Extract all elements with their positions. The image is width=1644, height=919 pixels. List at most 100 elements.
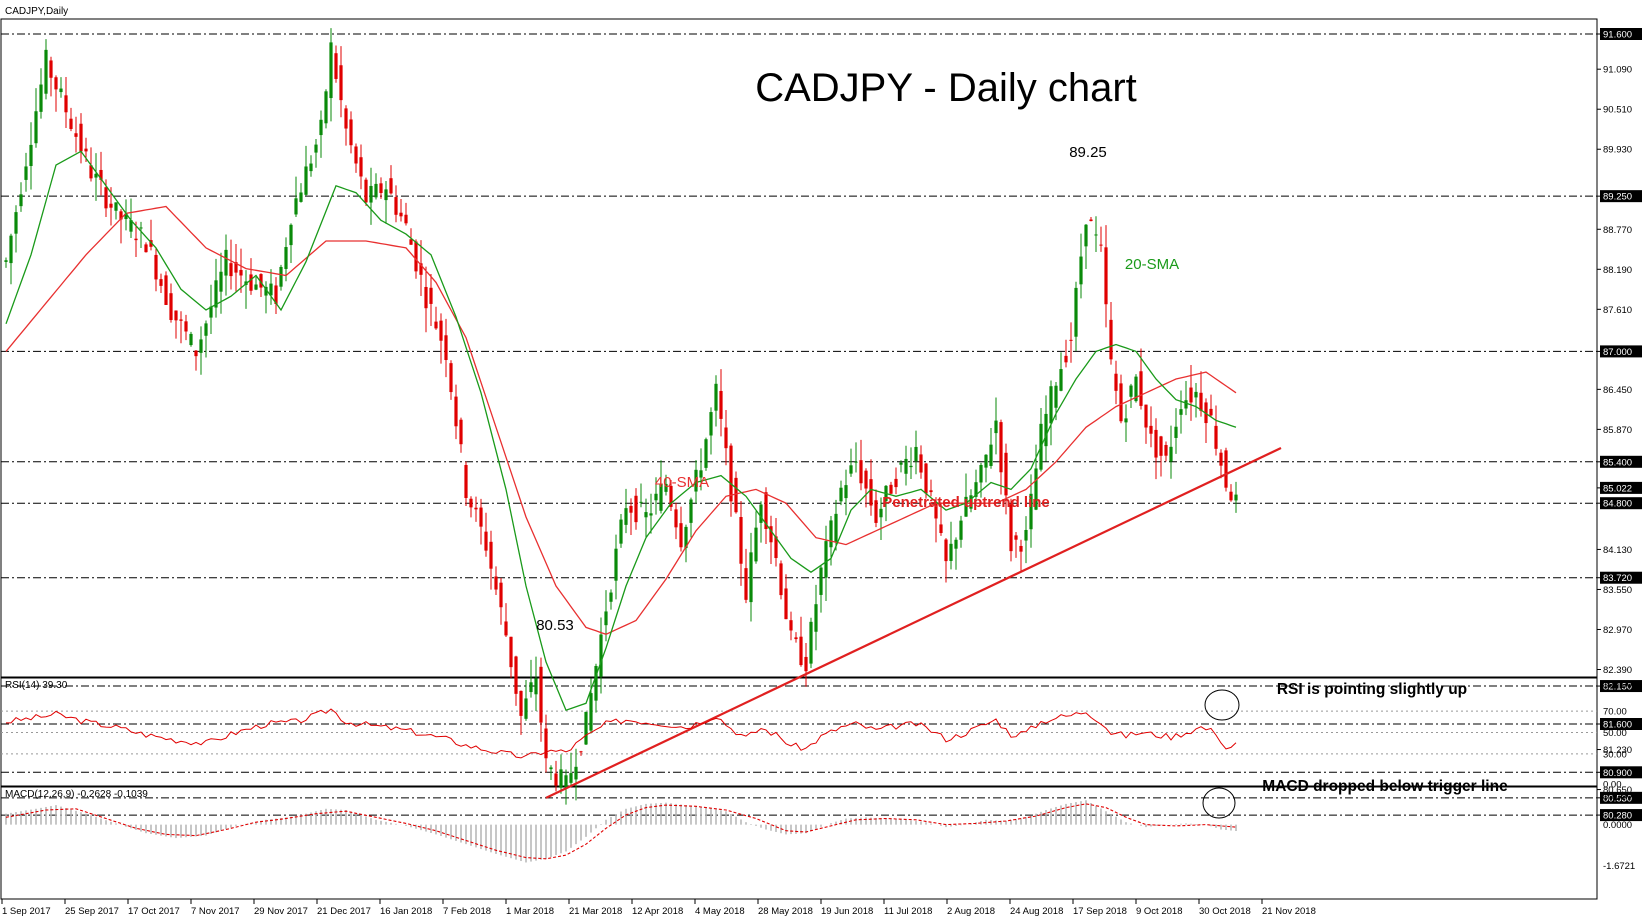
candle-body bbox=[534, 678, 538, 695]
candle-body bbox=[1139, 371, 1143, 406]
time-tick-label: 17 Oct 2017 bbox=[128, 906, 180, 917]
candle-body bbox=[834, 513, 838, 543]
candle-body bbox=[814, 604, 818, 632]
time-tick-label: 29 Nov 2017 bbox=[254, 906, 308, 917]
price-tick-label: 80.900 bbox=[1603, 768, 1632, 779]
candle-body bbox=[644, 512, 648, 518]
candle-body bbox=[804, 656, 808, 672]
candle-body bbox=[879, 508, 883, 518]
candle-body bbox=[239, 269, 243, 276]
candle-body bbox=[1199, 392, 1203, 411]
candle-body bbox=[949, 543, 953, 561]
candle-body bbox=[789, 620, 793, 631]
price-tick-label: 85.870 bbox=[1603, 425, 1632, 436]
candle-body bbox=[229, 263, 233, 277]
candle-body bbox=[504, 621, 508, 636]
candle-body bbox=[944, 539, 948, 562]
price-tag bbox=[1600, 455, 1642, 468]
price-tick-label: 91.600 bbox=[1603, 30, 1632, 41]
candle-body bbox=[849, 465, 853, 474]
candle-body bbox=[129, 220, 133, 232]
price-tick-label: 85.022 bbox=[1603, 483, 1632, 494]
candle-body bbox=[784, 588, 788, 620]
candle-body bbox=[514, 656, 518, 694]
candle-body bbox=[324, 91, 328, 124]
candle-body bbox=[1069, 339, 1073, 341]
candle-body bbox=[1109, 319, 1113, 360]
candle-body bbox=[104, 187, 108, 209]
time-tick-label: 17 Sep 2018 bbox=[1073, 906, 1127, 917]
candle-body bbox=[774, 536, 778, 559]
time-tick-label: 19 Jun 2018 bbox=[821, 906, 873, 917]
candle-body bbox=[844, 485, 848, 499]
rsi-tick-label: 50.00 bbox=[1603, 728, 1627, 739]
candle-body bbox=[1084, 224, 1088, 247]
time-tick-label: 4 May 2018 bbox=[695, 906, 745, 917]
candle-body bbox=[1059, 369, 1063, 391]
candle-body bbox=[14, 212, 18, 234]
candle-body bbox=[259, 274, 263, 288]
candle-body bbox=[1149, 425, 1153, 434]
candle-body bbox=[389, 178, 393, 194]
rsi-tick-label: 70.00 bbox=[1603, 707, 1627, 718]
candle-body bbox=[994, 420, 998, 434]
candle-body bbox=[1174, 426, 1178, 438]
candle-body bbox=[564, 775, 568, 788]
candle-body bbox=[889, 484, 893, 494]
symbol-label: CADJPY,Daily bbox=[5, 6, 68, 17]
candle-body bbox=[189, 333, 193, 346]
candle-body bbox=[599, 634, 603, 677]
price-tag bbox=[1600, 481, 1642, 494]
rsi-note: RSI is pointing slightly up bbox=[1277, 681, 1467, 698]
candle-body bbox=[339, 65, 343, 101]
candle-body bbox=[74, 133, 78, 137]
price-tick-label: 88.190 bbox=[1603, 265, 1632, 276]
candle-body bbox=[1014, 535, 1018, 540]
candle-body bbox=[659, 484, 663, 511]
price-tick-label: 87.610 bbox=[1603, 305, 1632, 316]
candle-body bbox=[1194, 391, 1198, 398]
candle-body bbox=[639, 501, 643, 503]
candle-body bbox=[799, 636, 803, 666]
time-tick-label: 24 Aug 2018 bbox=[1010, 906, 1063, 917]
rsi-tick-label: 0.00 bbox=[1603, 780, 1622, 791]
candle-body bbox=[1179, 409, 1183, 415]
candle-body bbox=[489, 541, 493, 569]
candle-body bbox=[54, 77, 58, 90]
candle-body bbox=[829, 520, 833, 548]
price-tick-label: 84.130 bbox=[1603, 545, 1632, 556]
candle-body bbox=[759, 504, 763, 523]
candle-body bbox=[1164, 445, 1168, 456]
candle-body bbox=[524, 698, 528, 719]
candle-body bbox=[754, 527, 758, 562]
candle-body bbox=[999, 422, 1003, 473]
time-tick-label: 30 Oct 2018 bbox=[1199, 906, 1251, 917]
price-tag bbox=[1600, 718, 1642, 730]
horizontal-levels bbox=[1, 33, 1597, 816]
candle-body bbox=[39, 84, 43, 112]
candle-body bbox=[59, 88, 63, 93]
candle-body bbox=[1124, 418, 1128, 423]
candle-body bbox=[144, 244, 148, 253]
candle-body bbox=[109, 203, 113, 208]
candle-body bbox=[254, 284, 258, 290]
rsi-tick-label: 30.00 bbox=[1603, 749, 1627, 760]
candle-body bbox=[1064, 355, 1068, 363]
candle-body bbox=[649, 513, 653, 516]
candle-body bbox=[714, 383, 718, 411]
candle-body bbox=[264, 286, 268, 296]
price-tag bbox=[1600, 791, 1642, 804]
rsi-tick-label: 100.00 bbox=[1603, 680, 1632, 691]
candle-body bbox=[209, 306, 213, 318]
price-tick-label: 89.250 bbox=[1603, 192, 1632, 203]
candle-body bbox=[459, 419, 463, 445]
time-tick-label: 1 Mar 2018 bbox=[506, 906, 554, 917]
candle-body bbox=[1189, 387, 1193, 403]
candle-body bbox=[154, 254, 158, 280]
candle-body bbox=[529, 682, 533, 693]
price-axis: 91.600 91.090 90.510 89.930 89.250 88.770 88.1… bbox=[1597, 28, 1642, 822]
candle-body bbox=[854, 461, 858, 463]
price-tick-label: 81.230 bbox=[1603, 745, 1632, 756]
time-tick-label: 7 Nov 2017 bbox=[191, 906, 240, 917]
candle-body bbox=[64, 95, 68, 113]
